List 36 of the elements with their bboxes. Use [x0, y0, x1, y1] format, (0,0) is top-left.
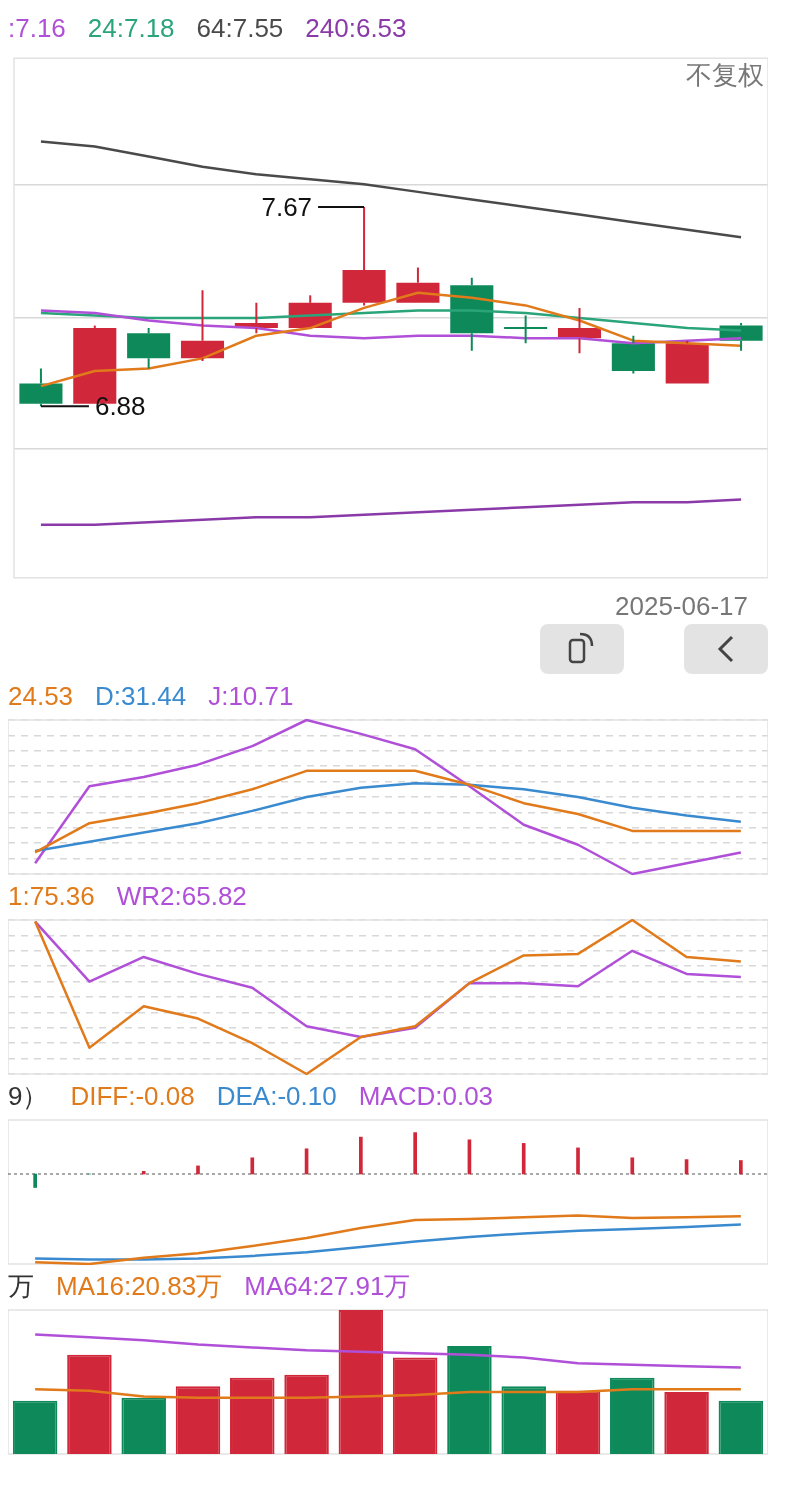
annotation: 7.67 [261, 192, 313, 223]
text: 240:6.53 [305, 12, 407, 45]
text: 2025-06-17 [614, 590, 748, 623]
text: 24.53 [8, 680, 74, 713]
annotation: 不复权 [686, 60, 764, 91]
bar [413, 1132, 417, 1175]
bar [141, 1170, 146, 1175]
annotation: 6.88 [94, 391, 146, 422]
text: :7.16 [8, 12, 66, 45]
bar [250, 1157, 255, 1175]
candlestick [342, 206, 386, 307]
text: 24:7.18 [87, 12, 175, 45]
candlestick [19, 367, 63, 408]
candlestick [611, 334, 655, 375]
series-label: MACD:0.03 [358, 1080, 494, 1113]
bar [739, 1160, 743, 1175]
bar [576, 1147, 580, 1175]
candlestick [557, 306, 602, 355]
text: WR2:65.82 [116, 880, 247, 913]
bar [196, 1165, 200, 1175]
bar [630, 1157, 635, 1175]
bar [359, 1136, 363, 1175]
series-label: 1:75.36 [8, 880, 95, 913]
series-label: MA64:27.91万 [244, 1270, 411, 1303]
text: MA16:20.83万 [56, 1270, 223, 1303]
bar [33, 1173, 37, 1188]
text: D:31.44 [95, 680, 187, 713]
series-label: J:10.71 [208, 680, 294, 713]
text: DIFF:-0.08 [70, 1080, 195, 1113]
text: 9） [8, 1080, 49, 1113]
bar [521, 1143, 526, 1175]
text: DEA:-0.10 [216, 1080, 337, 1113]
text: 64:7.55 [196, 12, 284, 45]
text: 万 [8, 1270, 34, 1303]
candlestick [127, 327, 171, 370]
candlestick [503, 314, 549, 345]
